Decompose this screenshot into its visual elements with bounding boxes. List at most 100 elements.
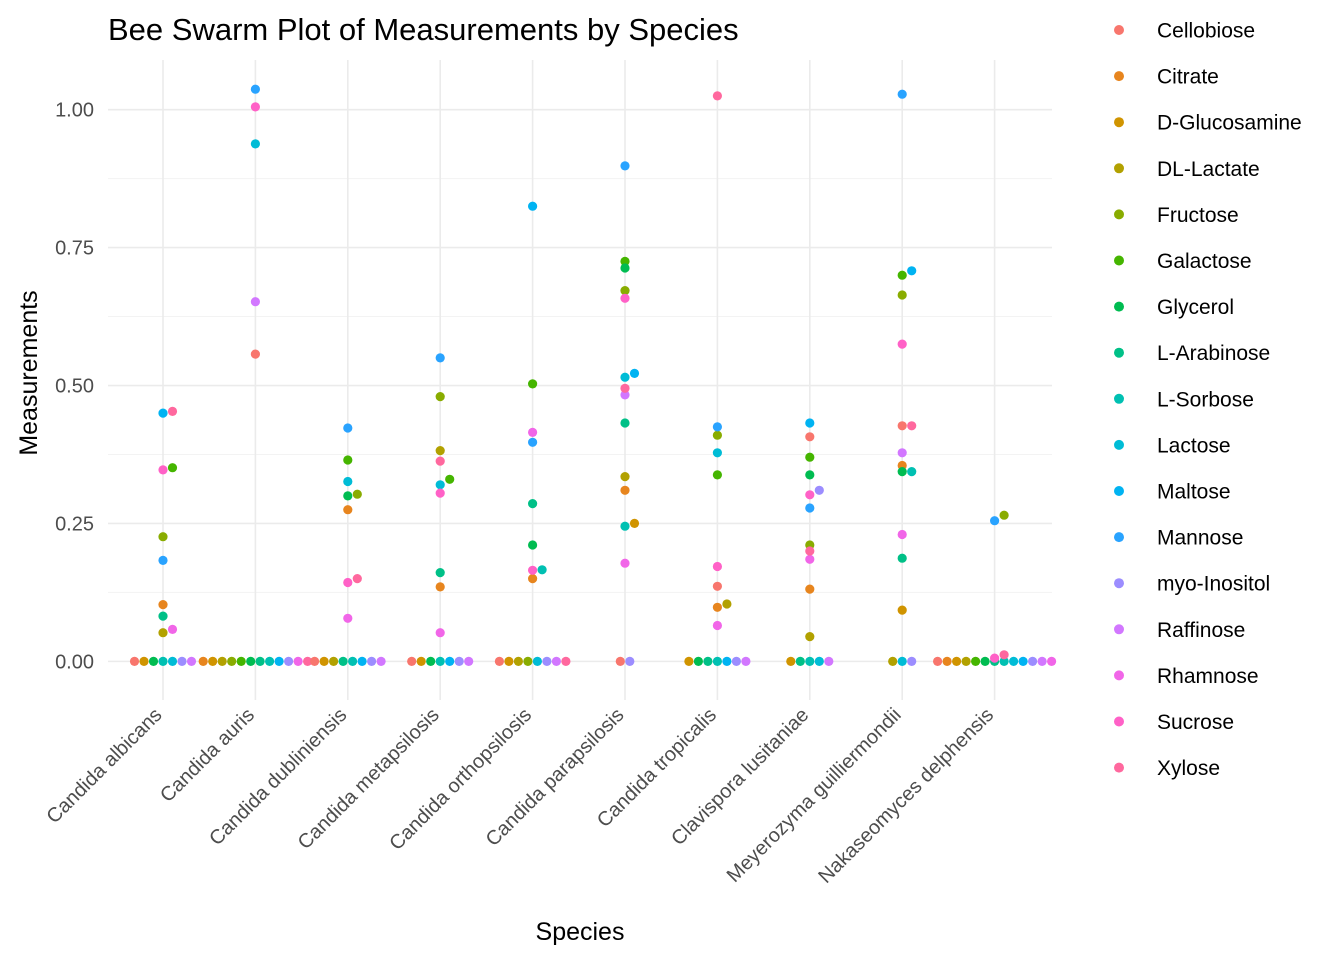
- legend-label: Citrate: [1157, 66, 1219, 89]
- legend-key: [1114, 762, 1124, 773]
- point-fructose: [158, 532, 168, 542]
- point-rhamnose: [1047, 656, 1057, 667]
- point-myo-inositol: [731, 656, 742, 667]
- legend-label: DL-Lactate: [1157, 158, 1260, 181]
- point-mannose: [620, 161, 630, 171]
- y-tick-label: 0.50: [55, 376, 94, 398]
- point-citrate: [712, 602, 723, 612]
- point-galactose: [971, 656, 981, 667]
- point-sucrose: [528, 565, 538, 575]
- legend-label: Glycerol: [1157, 296, 1234, 319]
- legend-key: [1114, 347, 1124, 358]
- point-maltose: [805, 418, 815, 428]
- point-mannose: [343, 423, 353, 433]
- point-fructose: [999, 510, 1009, 520]
- legend-item-citrate: Citrate: [1114, 66, 1219, 89]
- legend-key: [1114, 71, 1124, 82]
- point-d-glucosamine: [629, 518, 640, 529]
- point-mannose: [158, 555, 168, 566]
- point-raffinose: [250, 297, 260, 307]
- legend-label: Rhamnose: [1157, 665, 1259, 688]
- point-l-arabinose: [897, 553, 907, 563]
- point-l-arabinose: [703, 656, 713, 667]
- point-galactose: [343, 455, 353, 465]
- point-mannose: [528, 437, 538, 447]
- point-citrate: [343, 505, 353, 515]
- point-sucrose: [805, 490, 815, 500]
- point-glycerol: [148, 656, 159, 667]
- point-myo-inositol: [814, 485, 824, 495]
- point-maltose: [1018, 656, 1028, 667]
- point-galactose: [805, 452, 815, 462]
- point-cellobiose: [310, 656, 320, 667]
- point-citrate: [942, 656, 952, 667]
- point-galactose: [620, 256, 630, 266]
- point-glycerol: [693, 656, 704, 667]
- point-myo-inositol: [907, 656, 917, 667]
- legend-item-mannose: Mannose: [1114, 527, 1243, 550]
- legend-item-fructose: Fructose: [1114, 204, 1239, 227]
- point-sucrose: [897, 339, 907, 349]
- legend-key: [1114, 670, 1124, 681]
- point-l-sorbose: [712, 656, 723, 667]
- point-galactose: [445, 474, 455, 484]
- point-l-arabinose: [528, 499, 538, 509]
- point-lactose: [814, 656, 824, 667]
- legend-key: [1114, 255, 1124, 266]
- point-lactose: [620, 372, 630, 382]
- point-d-glucosamine: [416, 656, 426, 667]
- point-lactose: [435, 480, 445, 490]
- point-galactose: [528, 379, 538, 389]
- point-fructose: [712, 430, 723, 440]
- point-lactose: [343, 476, 353, 487]
- point-fructose: [620, 286, 630, 296]
- y-tick-label: 1.00: [55, 100, 94, 122]
- point-glycerol: [980, 656, 990, 667]
- x-tick-label: Candida albicans: [42, 704, 166, 828]
- point-glycerol: [426, 656, 436, 667]
- point-d-glucosamine: [504, 656, 514, 667]
- point-cellobiose: [897, 421, 907, 431]
- point-cellobiose: [494, 656, 504, 667]
- legend-label: Raffinose: [1157, 619, 1245, 642]
- legend-item-d-glucosamine: D-Glucosamine: [1114, 112, 1302, 135]
- legend-item-dl-lactate: DL-Lactate: [1114, 158, 1260, 181]
- y-tick-label: 0.75: [55, 238, 94, 260]
- point-raffinose: [551, 656, 562, 667]
- legend-label: Fructose: [1157, 204, 1239, 227]
- data-points: [129, 84, 1057, 667]
- point-xylose: [352, 574, 362, 584]
- point-maltose: [357, 656, 367, 667]
- point-myo-inositol: [284, 656, 294, 667]
- point-raffinose: [620, 390, 630, 400]
- point-sucrose: [250, 102, 260, 112]
- point-xylose: [620, 383, 630, 393]
- point-xylose: [712, 91, 723, 101]
- point-dl-lactate: [513, 656, 524, 667]
- y-axis-title: Measurements: [15, 290, 43, 455]
- point-xylose: [805, 546, 815, 556]
- point-citrate: [158, 600, 168, 610]
- point-d-glucosamine: [952, 656, 962, 667]
- point-glycerol: [897, 467, 907, 477]
- point-lactose: [1009, 656, 1019, 667]
- point-cellobiose: [250, 349, 260, 359]
- point-d-glucosamine: [684, 656, 694, 667]
- point-galactose: [167, 463, 178, 473]
- point-d-glucosamine: [897, 605, 907, 615]
- point-dl-lactate: [888, 656, 898, 667]
- legend-label: Galactose: [1157, 250, 1252, 273]
- legend-key: [1114, 25, 1124, 35]
- point-rhamnose: [293, 656, 303, 667]
- point-dl-lactate: [961, 656, 971, 667]
- x-tick-label: Meyerozyma guilliermondii: [723, 704, 906, 887]
- point-cellobiose: [805, 432, 815, 442]
- grid-lines: [108, 60, 1052, 700]
- point-sucrose: [712, 561, 723, 572]
- point-rhamnose: [528, 427, 538, 437]
- legend-key: [1114, 578, 1124, 589]
- point-maltose: [158, 408, 168, 418]
- point-xylose: [999, 650, 1009, 660]
- y-axis-ticks: 0.00 0.25 0.50 0.75 1.00: [55, 100, 94, 674]
